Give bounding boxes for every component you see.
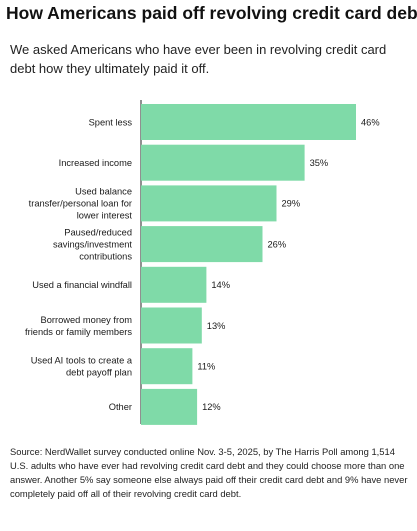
category-label: Used balance bbox=[75, 187, 132, 197]
value-label: 29% bbox=[282, 199, 301, 209]
category-label: savings/investment bbox=[53, 239, 132, 249]
source-note: Source: NerdWallet survey conducted onli… bbox=[10, 446, 408, 499]
category-label: Other bbox=[109, 402, 132, 412]
category-label: Used AI tools to create a bbox=[31, 356, 133, 366]
category-label: Increased income bbox=[59, 158, 132, 168]
category-label: transfer/personal loan for bbox=[29, 199, 132, 209]
bar bbox=[141, 144, 305, 181]
bar bbox=[141, 307, 202, 344]
category-label: Paused/reduced bbox=[64, 227, 132, 237]
value-label: 13% bbox=[207, 321, 226, 331]
bar bbox=[141, 226, 263, 263]
category-label: lower interest bbox=[77, 211, 133, 221]
bar bbox=[141, 266, 207, 303]
bar bbox=[141, 185, 277, 222]
chart-subtitle: We asked Americans who have ever been in… bbox=[10, 42, 387, 76]
value-label: 35% bbox=[310, 158, 329, 168]
value-label: 12% bbox=[202, 402, 221, 412]
bar bbox=[141, 388, 198, 425]
value-label: 46% bbox=[361, 117, 380, 127]
category-label: Used a financial windfall bbox=[32, 280, 132, 290]
category-label: Borrowed money from bbox=[41, 315, 133, 325]
bar bbox=[141, 104, 356, 140]
category-label: contributions bbox=[79, 251, 132, 261]
category-label: debt payoff plan bbox=[66, 368, 132, 378]
chart-title: How Americans paid off revolving credit … bbox=[6, 3, 417, 23]
value-label: 26% bbox=[268, 239, 287, 249]
value-label: 14% bbox=[211, 280, 230, 290]
category-label: friends or family members bbox=[25, 327, 132, 337]
value-label: 11% bbox=[197, 362, 215, 372]
category-label: Spent less bbox=[89, 117, 133, 127]
bar bbox=[141, 348, 193, 385]
